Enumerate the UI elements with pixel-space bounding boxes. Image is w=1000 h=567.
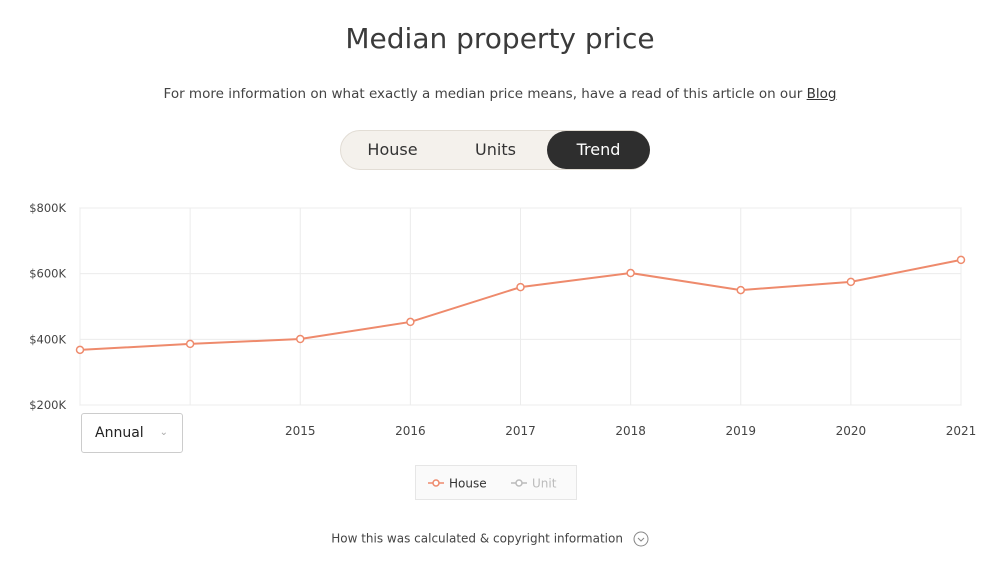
data-point [75,345,85,355]
data-point [296,334,305,344]
legend-label: House [449,477,487,491]
footer-text[interactable]: How this was calculated & copyright info… [331,531,623,546]
y-tick-label: $800K [29,201,66,215]
tab[interactable]: Trend [547,131,650,169]
page-title: Median property price [345,22,655,55]
data-point [406,317,415,327]
blog-link[interactable]: Blog [806,86,837,102]
subtitle: For more information on what exactly a m… [0,86,1000,102]
legend-svg: House Unit [428,477,557,491]
data-point [516,282,525,292]
tab[interactable]: House [367,140,418,159]
data-point [626,268,635,278]
data-point [185,339,195,349]
x-tick-label: 2021 [946,424,977,438]
legend-label: Unit [532,477,557,491]
footer-chevron[interactable] [633,531,649,547]
tab-group: House Units Trend [340,130,650,170]
x-tick-label: 2020 [836,424,867,438]
dropdown-chevron: ⌄ [159,427,168,438]
x-tick-label: 2016 [395,424,426,438]
x-tick-label: 2015 [285,424,316,438]
legend-swatch-dot [515,479,523,487]
legend-swatch-dot [432,479,440,487]
y-tick-label: $200K [29,398,66,412]
legend: House Unit [415,465,577,500]
y-tick-label: $600K [29,267,66,281]
y-tick-label: $400K [29,332,66,346]
footer: How this was calculated & copyright info… [0,531,980,547]
tab[interactable]: Units [475,140,516,159]
x-tick-label: 2019 [725,424,756,438]
x-tick-label: 2017 [505,424,536,438]
data-point [956,255,966,265]
x-tick-label: 2018 [615,424,646,438]
period-dropdown[interactable]: Annual ⌄ [81,413,183,453]
dropdown-label: Annual [95,425,144,441]
subtitle-text: For more information on what exactly a m… [163,86,803,102]
data-point [736,285,745,295]
data-point [846,277,856,287]
